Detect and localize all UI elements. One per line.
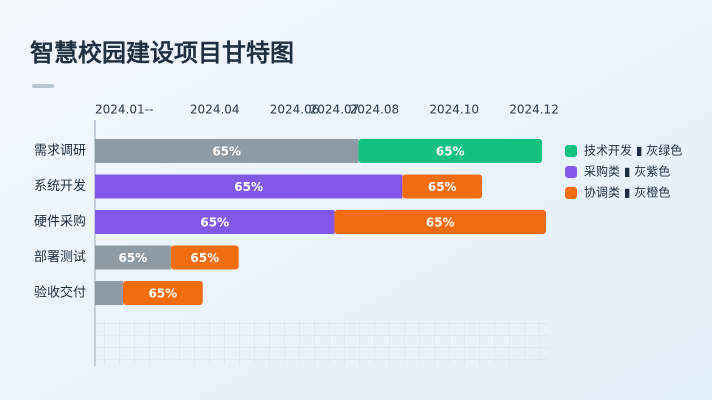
segment-label: 65% [119,251,148,265]
category-label: 系统开发 [34,178,86,194]
x-tick-label: 2024.07 [310,103,360,117]
category-label: 验收交付 [34,285,86,301]
chart-title: 智慧校园建设项目甘特图 [30,39,294,67]
x-tick-label: 2024.10 [429,103,479,117]
x-tick-label: 2024.04 [190,103,240,117]
bar-segment [95,245,171,270]
segment-label: 65% [428,180,457,194]
legend-swatch [565,145,577,157]
bar-segment [95,139,359,163]
bar-segment [334,210,546,234]
legend-swatch [565,187,577,199]
title-underline [32,84,54,88]
x-tick-label: 2024.01-- [95,103,153,117]
x-tick-label: 2024.12 [509,103,559,117]
category-label: 需求调研 [34,144,86,159]
bar-segment [358,139,543,163]
grid-area [95,320,548,365]
segment-label: 65% [212,145,241,159]
segment-label: 65% [148,287,177,301]
legend-swatch [565,166,577,178]
segment-label: 65% [190,251,219,265]
x-tick-label: 2024.06 [270,103,320,117]
bar-segment [95,210,335,234]
bar-segment [402,174,483,199]
bar-segment [170,245,239,270]
legend-label: 采购类 ▮ 灰紫色 [584,164,670,179]
bar-segment [95,281,123,305]
category-label: 硬件采购 [34,214,86,230]
category-label: 部署测试 [34,250,86,265]
bar-segment [95,174,403,199]
x-tick-label: 2024.08 [350,103,400,117]
segment-label: 65% [426,216,455,230]
segment-label: 65% [234,180,263,194]
segment-label: 65% [200,216,229,230]
legend-label: 技术开发 ▮ 灰绿色 [584,143,682,158]
segment-label: 65% [436,145,465,159]
legend-label: 协调类 ▮ 灰橙色 [584,185,670,200]
bar-segment [122,281,203,305]
